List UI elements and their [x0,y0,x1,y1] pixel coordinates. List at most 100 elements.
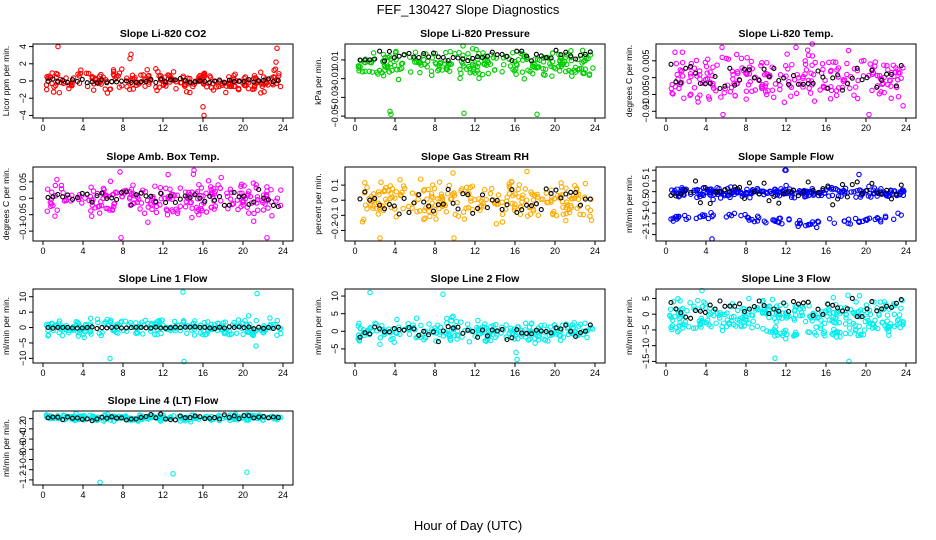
reference-point [849,182,855,188]
reference-point [182,324,188,330]
data-point [553,212,560,219]
reference-point [835,196,841,202]
data-point [270,82,276,88]
data-point [138,200,145,206]
reference-point [727,65,733,71]
reference-point [479,192,486,198]
data-point [700,213,707,220]
reference-point [668,299,674,306]
y-tick-label: 0 [641,189,651,194]
data-point [464,321,471,327]
data-point [207,184,214,190]
data-point [718,94,724,100]
data-point [540,66,546,72]
data-point [96,210,103,216]
panel-ylabel: percent per min. [313,173,323,234]
data-point [674,216,680,222]
data-point [153,66,159,72]
data-point [272,66,279,72]
data-point [710,196,716,203]
x-tick-label: 0 [40,490,45,500]
data-point [666,312,673,319]
reference-point [504,336,510,343]
data-point [377,335,384,341]
data-point [713,88,719,94]
reference-point [367,57,373,63]
data-point [493,321,499,328]
data-point [453,318,460,325]
data-point [235,317,242,323]
data-point [685,324,692,330]
outlier-point [845,292,851,299]
data-point [743,313,749,320]
data-point [231,72,237,79]
data-point [149,206,155,213]
reference-point [226,414,232,420]
reference-point [722,187,728,193]
x-tick-label: 20 [861,246,871,256]
data-point [187,89,193,96]
reference-point [533,201,539,207]
data-point [551,329,557,336]
reference-point [697,200,703,206]
data-point [766,303,773,309]
data-point [815,192,822,199]
data-point [457,75,463,82]
reference-point [362,189,368,195]
data-point [75,333,82,339]
data-point [748,58,755,65]
reference-point [504,202,510,208]
reference-point [688,189,694,196]
reference-point [197,78,203,84]
data-point [165,72,171,78]
data-point [80,331,87,337]
data-point [777,86,783,93]
x-tick-label: 16 [510,246,520,256]
data-point [563,54,569,60]
data-point [749,88,755,94]
reference-point [859,77,865,83]
data-point [60,327,66,333]
reference-point [786,308,792,315]
y-tick-label: −0.6 [18,440,28,458]
outlier-point [274,45,280,52]
reference-point [50,76,56,82]
outlier-point [793,44,799,51]
reference-point [746,306,752,312]
reference-point [406,324,412,331]
data-point [513,61,519,67]
data-point [817,325,824,332]
data-point [513,66,519,73]
reference-point [426,54,432,60]
reference-point [489,197,495,203]
data-point [828,87,835,94]
data-point [76,73,83,79]
data-point [855,332,862,338]
data-point [278,187,284,193]
data-point [260,74,267,80]
figure-xlabel: Hour of Day (UTC) [414,518,522,533]
data-point [231,319,237,326]
reference-point [236,78,242,84]
data-point [111,200,118,207]
reference-point [504,53,510,59]
reference-point [702,81,708,87]
reference-point [236,416,242,422]
reference-point [231,324,237,330]
data-point [516,194,522,200]
data-point [524,213,531,219]
data-point [789,61,795,68]
data-point [417,69,423,76]
reference-point [362,57,368,63]
data-point [247,193,254,200]
data-point [407,69,414,75]
reference-point [270,325,276,332]
data-point [830,331,836,338]
panel-line1: Slope Line 1 Flow ml/min per min. 0 4 8 12 16 2… [1,273,294,378]
reference-point [50,194,56,200]
panel-title: Slope Amb. Box Temp. [106,151,219,163]
reference-point [717,188,723,194]
data-point [670,298,677,305]
reference-point [65,192,71,198]
data-point [130,86,137,92]
